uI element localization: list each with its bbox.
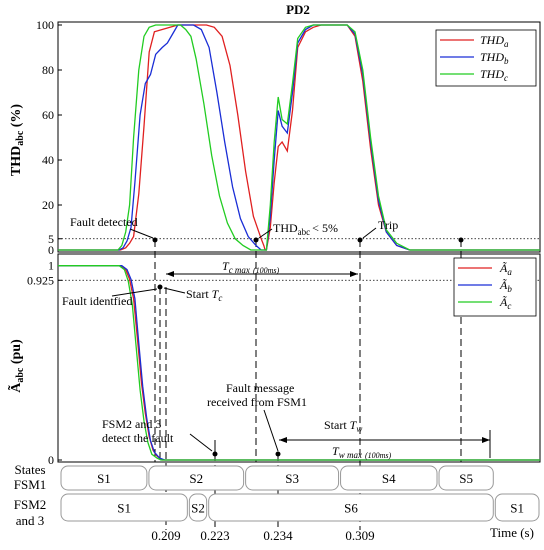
amp-annotations: Tc max (100ms) Fault identfied Start Tc F… — [62, 259, 491, 460]
thd-legend-box — [435, 29, 537, 87]
tw-arrow-right-head — [482, 437, 490, 443]
chart-title: PD2 — [286, 2, 310, 17]
legend-entry: Ãa — [499, 261, 512, 277]
fsm2-label-2: and 3 — [16, 513, 45, 528]
state-label: S1 — [510, 501, 524, 516]
y-tick-label: 5 — [48, 232, 54, 246]
state-box — [60, 493, 188, 522]
state-box — [60, 465, 148, 491]
y-tick-label: 1 — [48, 259, 54, 273]
tw-arrow-left-head — [279, 437, 287, 443]
state-rows: States FSM1 FSM2 and 3 S1 S2 S3 S4 S5 S1 S2 S6… — [14, 462, 540, 528]
x-axis-ticks: 0.209 0.223 0.234 0.309 — [151, 528, 374, 543]
tc-arrow-right-head — [350, 271, 358, 277]
fault-identified-label: Fault identfied — [62, 294, 132, 308]
fault-detected-marker — [152, 237, 158, 243]
y-tick-label: 40 — [42, 153, 54, 167]
amp-y-axis-label: Ãabc (pu) — [6, 339, 26, 393]
fault-message-label-1: Fault message — [226, 381, 294, 395]
state-label: S3 — [285, 471, 299, 486]
series-line-amp-2 — [58, 265, 540, 461]
fsm2-detect-arrow — [189, 433, 213, 452]
fault-identified-marker — [157, 284, 163, 290]
fault-message-label-2: received from FSM1 — [207, 395, 307, 409]
thd-below-marker — [253, 237, 259, 243]
legend-entry: Ãb — [499, 278, 512, 294]
amp-legend-box — [453, 257, 537, 317]
y-tick-label: 80 — [42, 63, 54, 77]
x-tick-label: 0.209 — [151, 528, 180, 543]
state-label: S4 — [382, 471, 396, 486]
thd-y-axis-label: THDabc (%) — [9, 104, 26, 177]
fsm2-label-1: FSM2 — [14, 497, 47, 512]
y-tick-label: 20 — [42, 198, 54, 212]
thd-plot-frame — [57, 21, 541, 253]
y-tick-label: 100 — [36, 18, 54, 32]
tw-max-label: Tw max (100ms) — [332, 444, 391, 460]
state-box — [494, 493, 540, 522]
fsm2-state-row: S1 S2 S6 S1 — [60, 493, 540, 522]
legend-entry: THDc — [480, 67, 508, 83]
x-axis-label: Time (s) — [490, 525, 534, 540]
thd-series — [58, 24, 540, 251]
x-tick-label: 0.309 — [345, 528, 374, 543]
trip-marker — [357, 237, 363, 243]
state-label: S5 — [459, 471, 473, 486]
state-label: S1 — [97, 471, 111, 486]
trip-arrow — [362, 227, 377, 239]
y-tick-label: 0.925 — [27, 273, 54, 287]
thd-y-ticks: 05 20 40 60 80 100 — [36, 18, 62, 257]
thd-below-arrow — [258, 228, 273, 239]
y-tick-label: 0 — [48, 453, 54, 467]
states-label: States — [14, 462, 45, 477]
thd-below-label: THDabc < 5% — [273, 221, 338, 237]
state-label: S2 — [189, 471, 203, 486]
start-tc-arrow — [163, 287, 186, 294]
start-tw-label: Start Tw — [324, 418, 362, 434]
x-tick-label: 0.234 — [263, 528, 293, 543]
thd-annotations: Fault detected THDabc < 5% Trip — [70, 215, 398, 239]
state-label: S6 — [344, 501, 358, 516]
state-box — [188, 493, 208, 522]
legend-entry: Ãc — [499, 295, 511, 311]
fsm1-label: FSM1 — [14, 477, 47, 492]
state-box — [148, 465, 245, 491]
fault-detected-arrow — [129, 228, 154, 239]
x-tick-label: 0.223 — [200, 528, 229, 543]
amp-series — [58, 265, 540, 461]
fsm2-detect-label-1: FSM2 and 3 — [102, 417, 161, 431]
legend-entry: THDa — [480, 33, 509, 49]
fsm2-detect-label-2: detect the fault — [102, 431, 174, 445]
y-tick-label: 60 — [42, 108, 54, 122]
event-markers — [152, 237, 464, 457]
tc-arrow-left-head — [166, 271, 174, 277]
tc-max-label: Tc max (100ms) — [222, 259, 279, 275]
state-label: S2 — [191, 501, 205, 516]
fault-message-marker — [275, 451, 281, 457]
legend-entry: THDb — [480, 50, 509, 66]
state-box — [438, 465, 494, 491]
state-box — [245, 465, 340, 491]
fault-identified-arrow — [111, 288, 158, 297]
series-line-amp-1 — [58, 265, 540, 461]
amp-plot-frame — [57, 253, 541, 463]
fault-detected-label: Fault detected — [70, 215, 138, 229]
thd-settle-marker — [458, 237, 464, 243]
trip-label: Trip — [378, 218, 398, 232]
state-label: S1 — [117, 501, 131, 516]
start-tc-label: Start Tc — [186, 287, 222, 303]
fault-message-arrow — [263, 409, 279, 452]
y-tick-label: 0 — [48, 243, 54, 257]
state-box — [340, 465, 438, 491]
fsm1-state-row: S1 S2 S3 S4 S5 — [60, 465, 494, 491]
series-line-thd-2 — [58, 24, 540, 251]
state-box — [208, 493, 494, 522]
